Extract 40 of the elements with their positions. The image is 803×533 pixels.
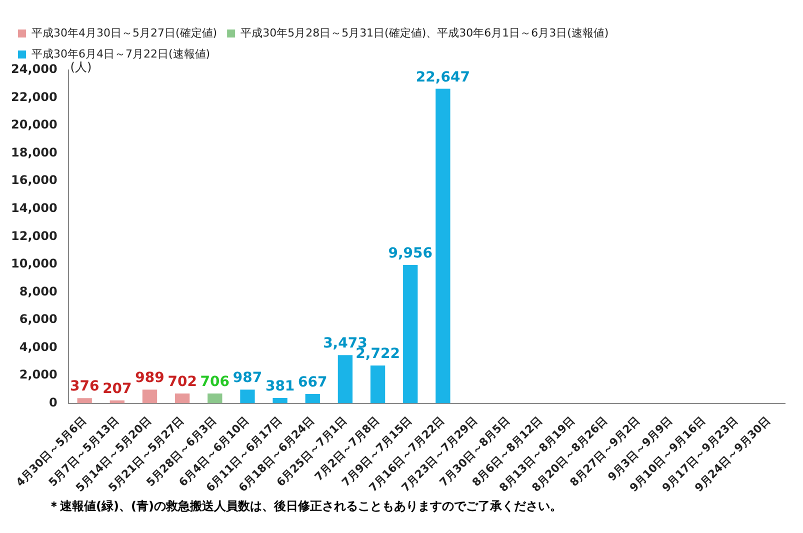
y-tick-label: 20,000 (10, 118, 58, 132)
y-tick-label: 8,000 (19, 284, 58, 298)
legend-label: 平成30年5月28日～5月31日(確定値)、平成30年6月1日～6月3日(速報値) (240, 26, 609, 40)
data-label: 376 (70, 378, 100, 395)
y-tick-label: 16,000 (10, 173, 58, 188)
y-tick-label: 14,000 (10, 201, 58, 215)
y-tick-label: 2,000 (19, 368, 58, 382)
y-tick-label: 12,000 (10, 228, 58, 243)
bar (338, 355, 353, 404)
data-label: 9,956 (388, 246, 433, 262)
data-label: 989 (135, 370, 164, 386)
bar (272, 398, 288, 404)
bar (208, 394, 222, 404)
y-tick-label: 10,000 (10, 256, 58, 271)
data-label: 22,647 (416, 69, 470, 86)
bar (370, 366, 386, 404)
y-tick-label: 22,000 (10, 90, 58, 104)
bar (77, 398, 92, 404)
bar (240, 390, 255, 404)
data-label: 667 (298, 374, 328, 391)
bar (403, 265, 418, 404)
bar (174, 394, 190, 404)
y-tick-label: 24,000 (10, 62, 58, 76)
data-label: 2,722 (356, 346, 400, 362)
y-tick-label: 18,000 (10, 145, 58, 160)
text: ＊速報値(緑)、(青)の救急搬送人員数は、後日修正されることもありますのでご了承ください。 (47, 498, 563, 515)
data-label: 207 (102, 381, 132, 398)
data-label: 702 (168, 374, 197, 390)
legend-label: 平成30年6月4日～7月22日(速報値) (32, 47, 210, 60)
data-label: 987 (232, 370, 262, 386)
bar (436, 88, 450, 404)
y-tick-label: 6,000 (19, 312, 58, 326)
y-tick-label: 4,000 (19, 340, 58, 354)
y-axis-title: (人) (70, 60, 92, 74)
legend-label: 平成30年4月30日～5月27日(確定値) (32, 26, 218, 40)
bar (305, 394, 320, 404)
y-tick-label: 0 (48, 395, 58, 410)
bar (142, 390, 158, 404)
data-label: 381 (265, 378, 295, 395)
data-label: 706 (200, 374, 230, 390)
